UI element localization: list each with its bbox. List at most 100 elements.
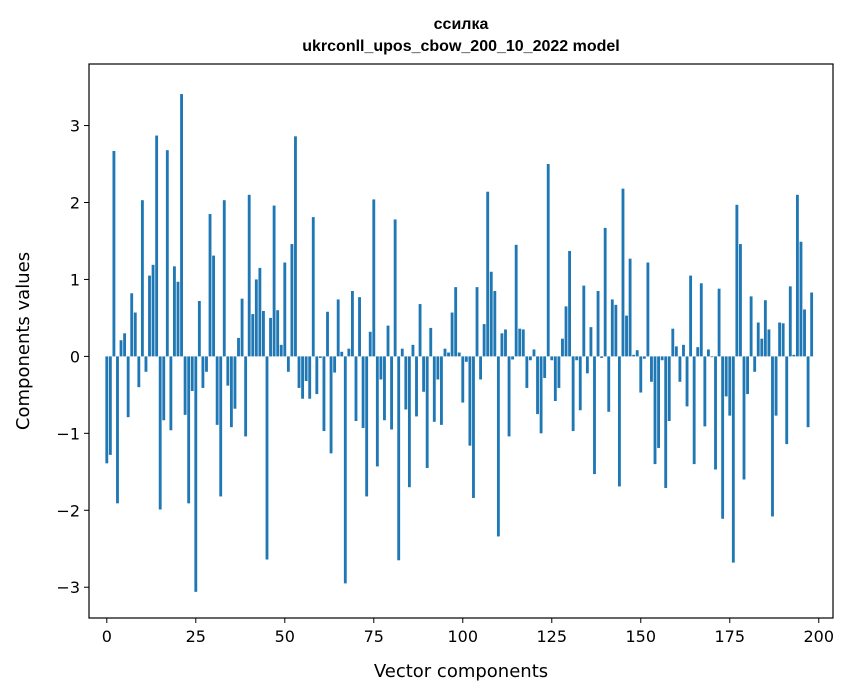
bar	[208, 214, 212, 357]
bars-group	[105, 94, 814, 592]
bar	[393, 219, 397, 357]
bar	[386, 325, 390, 357]
bar	[785, 356, 789, 445]
bar	[205, 356, 208, 372]
bar	[222, 200, 226, 357]
bar	[788, 286, 792, 357]
bar	[553, 356, 557, 402]
bar	[557, 356, 561, 388]
bar	[806, 356, 810, 428]
bar	[600, 356, 604, 358]
bar	[443, 348, 447, 357]
bar	[717, 288, 721, 357]
bar	[607, 356, 611, 412]
bar	[390, 356, 394, 430]
bar	[617, 356, 621, 487]
bar	[311, 217, 315, 357]
bar	[482, 324, 486, 357]
bar	[165, 150, 169, 357]
x-tick-label: 125	[537, 627, 568, 646]
bar	[290, 244, 294, 357]
y-tick-label: −1	[56, 424, 80, 443]
bar	[507, 356, 511, 437]
x-axis-label: Vector components	[374, 661, 548, 682]
bar	[696, 347, 700, 357]
bar	[767, 329, 771, 357]
bar	[610, 299, 614, 357]
bar	[180, 94, 183, 357]
bar	[803, 309, 806, 357]
bar	[678, 356, 682, 382]
bar	[383, 356, 386, 421]
bar	[454, 287, 458, 357]
bar	[685, 356, 689, 407]
bar	[724, 356, 728, 397]
bar	[400, 348, 404, 357]
bar	[354, 356, 358, 422]
bar	[703, 356, 707, 427]
bar	[404, 356, 408, 410]
bar	[739, 244, 742, 357]
bar	[286, 356, 290, 372]
bar	[582, 285, 586, 357]
x-tick-label: 150	[625, 627, 656, 646]
bar	[240, 298, 244, 357]
bar	[625, 315, 628, 357]
bar	[397, 356, 401, 561]
bar	[614, 304, 618, 357]
bar	[653, 356, 657, 465]
plot-frame	[88, 63, 834, 619]
x-tick-label: 25	[186, 627, 206, 646]
bar	[137, 356, 141, 388]
bar	[674, 346, 678, 357]
bar	[539, 356, 543, 434]
x-tick-label: 100	[448, 627, 479, 646]
bar	[215, 356, 219, 425]
bar	[774, 356, 778, 416]
bar	[119, 340, 123, 357]
bar	[728, 356, 732, 416]
bar	[351, 290, 354, 357]
bar	[706, 349, 710, 357]
bar	[187, 356, 191, 504]
bar	[432, 356, 436, 422]
bar	[753, 356, 757, 372]
bar	[247, 194, 251, 357]
bar	[155, 135, 159, 357]
bar	[173, 266, 176, 357]
bar	[144, 356, 148, 372]
bar	[233, 356, 237, 409]
bar	[514, 244, 518, 357]
bar	[475, 287, 479, 357]
y-tick-label: 2	[70, 194, 80, 213]
bar	[108, 356, 112, 455]
bar	[721, 356, 725, 519]
bar	[564, 306, 568, 357]
bar	[343, 356, 347, 584]
bar	[333, 356, 337, 373]
y-tick-label: 3	[70, 117, 80, 136]
bar	[279, 344, 283, 357]
bar	[528, 356, 532, 361]
bar	[561, 338, 564, 357]
y-tick-label: 1	[70, 270, 80, 289]
bar	[486, 191, 490, 357]
bar	[799, 241, 803, 357]
bar	[771, 356, 774, 517]
bar	[710, 356, 714, 358]
bar	[496, 356, 500, 537]
bar	[365, 356, 369, 497]
bar	[212, 255, 216, 357]
bar	[116, 356, 119, 504]
bar	[749, 296, 753, 357]
bar	[133, 312, 137, 357]
bar	[269, 317, 272, 357]
bar	[575, 356, 579, 361]
bar	[550, 356, 554, 361]
bar	[105, 356, 109, 464]
bar	[667, 356, 671, 422]
bar	[500, 333, 504, 357]
bar	[578, 356, 582, 411]
bar	[742, 356, 746, 480]
bar	[126, 356, 130, 418]
